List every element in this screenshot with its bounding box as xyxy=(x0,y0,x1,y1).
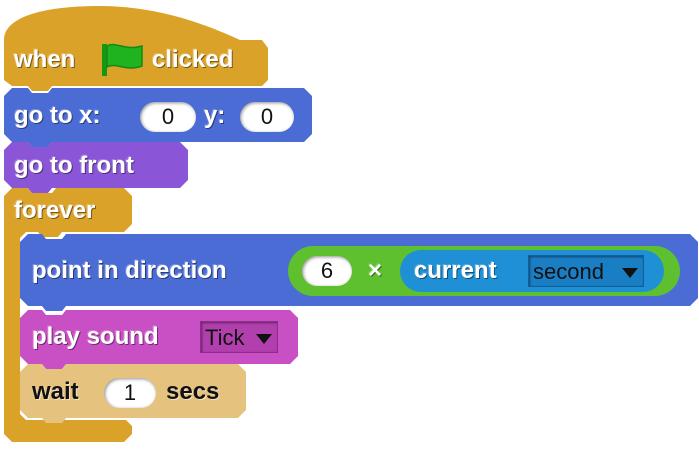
chevron-down-icon xyxy=(256,334,272,344)
time-unit-dropdown[interactable]: second xyxy=(528,255,644,287)
sound-dropdown[interactable]: Tick xyxy=(200,321,278,353)
point-in-direction-label: point in direction xyxy=(32,257,227,284)
wait-seconds-input[interactable]: 1 xyxy=(104,378,156,408)
forever-block[interactable] xyxy=(4,188,132,442)
chevron-down-icon xyxy=(622,268,638,278)
secs-label: secs xyxy=(166,378,220,405)
hat-clicked-label: clicked xyxy=(152,46,234,73)
green-flag-icon xyxy=(102,43,143,76)
y-input[interactable]: 0 xyxy=(240,102,294,132)
current-reporter-label: current xyxy=(414,257,497,284)
multiply-sign: × xyxy=(368,257,383,284)
go-to-front-label: go to front xyxy=(14,152,134,179)
time-unit-value: second xyxy=(533,259,604,284)
sound-value: Tick xyxy=(205,325,245,350)
go-to-x-label: go to x: xyxy=(14,102,101,129)
x-input[interactable]: 0 xyxy=(140,102,196,132)
play-sound-label: play sound xyxy=(32,323,159,350)
y-label: y: xyxy=(204,102,226,129)
multiplier-input[interactable]: 6 xyxy=(302,256,352,286)
forever-label: forever xyxy=(14,197,96,224)
go-to-front-block[interactable] xyxy=(4,142,188,193)
wait-label: wait xyxy=(32,378,79,405)
hat-when-label: when xyxy=(14,46,76,73)
